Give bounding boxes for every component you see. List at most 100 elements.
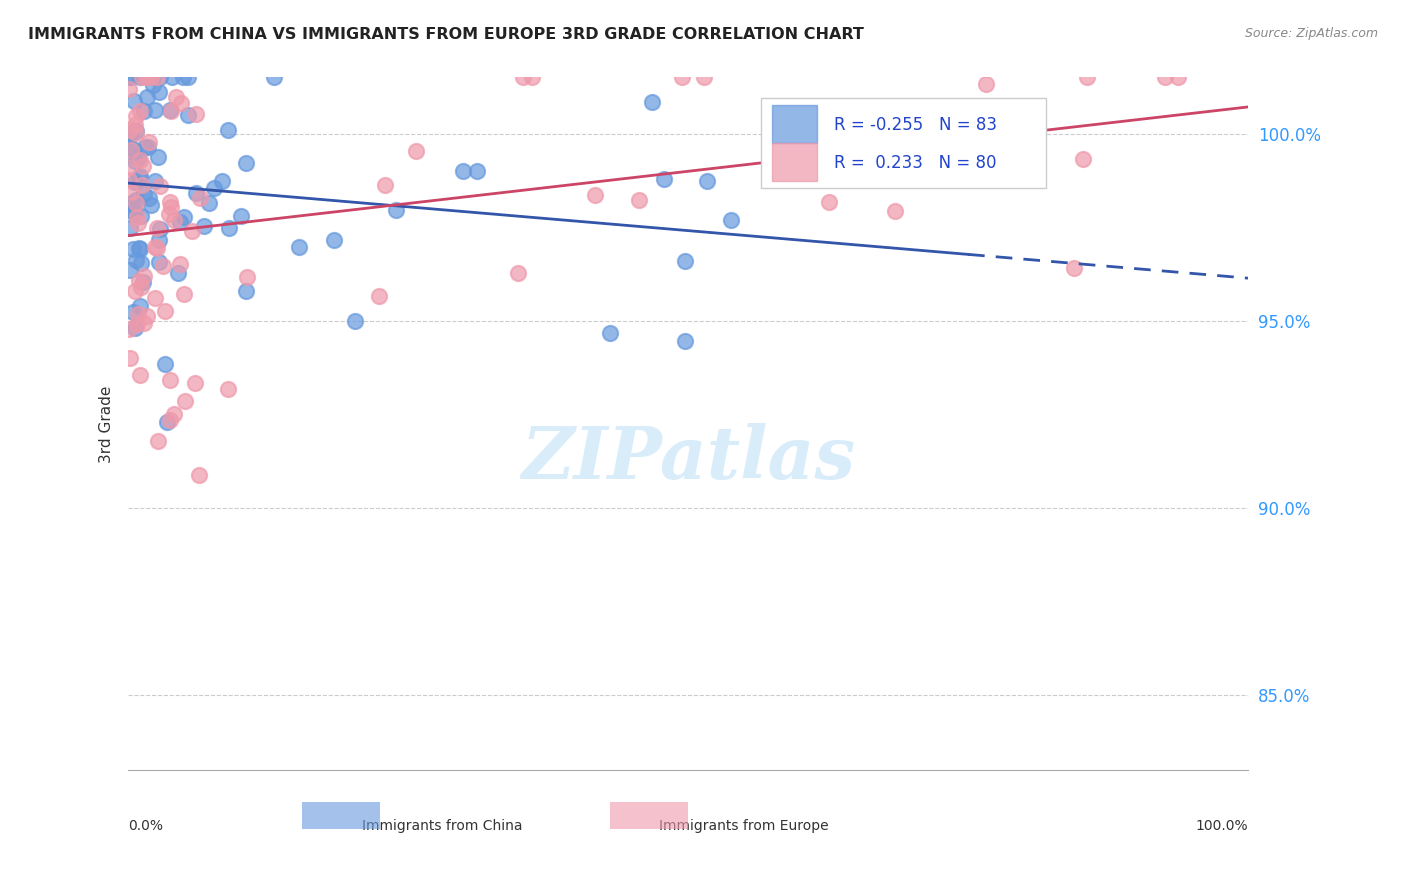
Point: [583, 188, 606, 202]
Point: [696, 174, 718, 188]
Point: [148, 233, 170, 247]
Point: [167, 266, 190, 280]
Point: [599, 326, 621, 340]
Point: [129, 104, 152, 119]
Point: [173, 211, 195, 225]
Point: [172, 70, 194, 85]
Point: [145, 70, 167, 85]
Point: [132, 187, 155, 202]
Point: [129, 153, 152, 167]
Point: [132, 269, 155, 284]
Point: [125, 210, 148, 224]
Point: [141, 70, 163, 85]
Point: [124, 118, 146, 132]
Point: [143, 291, 166, 305]
Point: [374, 178, 396, 193]
Text: ZIPatlas: ZIPatlas: [522, 423, 855, 494]
Point: [141, 198, 163, 212]
Point: [146, 221, 169, 235]
Point: [163, 407, 186, 421]
Point: [127, 216, 149, 230]
Point: [121, 205, 143, 219]
Point: [1063, 261, 1085, 276]
Point: [122, 242, 145, 256]
Point: [149, 70, 172, 85]
Bar: [761, 98, 1046, 188]
Point: [134, 140, 156, 154]
Point: [122, 143, 145, 157]
Point: [720, 213, 742, 227]
Point: [159, 103, 181, 117]
Point: [202, 181, 225, 195]
Point: [143, 240, 166, 254]
Point: [125, 109, 148, 123]
Point: [118, 220, 141, 235]
Point: [124, 321, 146, 335]
Point: [135, 70, 157, 85]
Point: [148, 150, 170, 164]
Point: [128, 242, 150, 256]
Bar: [610, 802, 688, 830]
Point: [193, 219, 215, 234]
Point: [124, 153, 146, 168]
Point: [322, 233, 344, 247]
Point: [763, 153, 786, 168]
Point: [118, 128, 141, 142]
Point: [173, 393, 195, 408]
Point: [627, 193, 650, 207]
Point: [217, 382, 239, 396]
Point: [187, 468, 209, 483]
Point: [159, 194, 181, 209]
Point: [162, 70, 184, 85]
Point: [120, 197, 142, 211]
Point: [120, 143, 142, 157]
Point: [184, 186, 207, 200]
Bar: [772, 105, 817, 144]
Point: [120, 126, 142, 140]
Text: IMMIGRANTS FROM CHINA VS IMMIGRANTS FROM EUROPE 3RD GRADE CORRELATION CHART: IMMIGRANTS FROM CHINA VS IMMIGRANTS FROM…: [28, 27, 865, 42]
Point: [142, 78, 165, 92]
Point: [184, 376, 207, 390]
Point: [131, 178, 153, 193]
Point: [520, 70, 543, 85]
Point: [145, 241, 167, 255]
Point: [176, 108, 198, 122]
Point: [465, 163, 488, 178]
Point: [673, 334, 696, 349]
Point: [127, 306, 149, 320]
Point: [1073, 152, 1095, 166]
Point: [143, 103, 166, 117]
Point: [132, 316, 155, 330]
Point: [188, 191, 211, 205]
Point: [405, 144, 427, 158]
Point: [148, 85, 170, 99]
Point: [1154, 70, 1177, 85]
Point: [184, 107, 207, 121]
Point: [120, 263, 142, 277]
Point: [693, 70, 716, 85]
Point: [120, 70, 142, 85]
Point: [129, 368, 152, 382]
Point: [1076, 70, 1098, 85]
Text: Immigrants from China: Immigrants from China: [361, 819, 522, 833]
Point: [128, 274, 150, 288]
Point: [211, 174, 233, 188]
Point: [641, 95, 664, 109]
Point: [173, 287, 195, 301]
Point: [125, 126, 148, 140]
Point: [671, 70, 693, 85]
Bar: [772, 144, 817, 181]
Text: R =  0.233   N = 80: R = 0.233 N = 80: [834, 153, 997, 171]
Point: [169, 215, 191, 229]
Text: 0.0%: 0.0%: [128, 819, 163, 833]
Point: [138, 191, 160, 205]
Text: Immigrants from Europe: Immigrants from Europe: [659, 819, 830, 833]
Point: [159, 104, 181, 119]
Point: [288, 239, 311, 253]
Point: [122, 304, 145, 318]
Point: [128, 240, 150, 254]
Point: [131, 209, 153, 223]
Point: [129, 299, 152, 313]
Point: [976, 77, 998, 91]
Point: [128, 169, 150, 183]
